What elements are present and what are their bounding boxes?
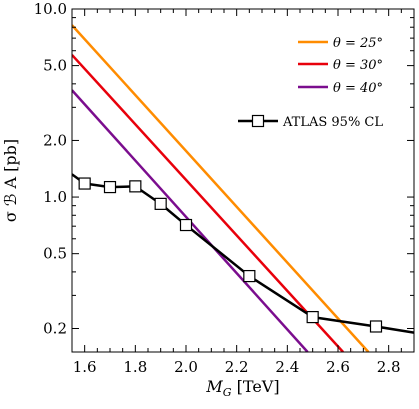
ticks-layer: 1.6 1.8 2.0 2.2 2.4 2.6 2.8 0.2 0.5 1.0 2.0 5.0 10.0 <box>34 0 415 376</box>
data-point-marker <box>306 310 319 324</box>
legend-label: θ = 40° <box>333 81 383 96</box>
y-tick-label: 10.0 <box>34 0 67 18</box>
y-axis-title: σ ℬ A [pb] <box>1 139 20 222</box>
x-tick-label: 2.0 <box>174 358 198 376</box>
x-axis-title-sub: G <box>223 386 232 399</box>
data-point-marker <box>369 320 383 333</box>
legend-swatch-marker <box>251 114 265 128</box>
legend: θ = 25° θ = 30° θ = 40° ATLAS 95% CL <box>238 36 383 130</box>
legend-label: θ = 25° <box>333 36 383 51</box>
data-point-marker <box>243 269 256 283</box>
data-point-marker <box>78 177 91 190</box>
x-tick-label: 2.8 <box>377 358 401 376</box>
data-point-marker <box>129 180 142 193</box>
x-axis-title-unit: [TeV] <box>232 377 280 396</box>
x-tick-label: 1.6 <box>73 358 97 376</box>
marker-layer <box>78 177 383 333</box>
series-layer <box>72 24 414 352</box>
x-tick-label: 1.8 <box>123 358 147 376</box>
y-tick-label: 1.0 <box>43 188 67 206</box>
series-line <box>72 54 344 352</box>
data-point-marker <box>103 180 117 194</box>
x-tick-label: 2.4 <box>275 358 299 376</box>
legend-label: θ = 30° <box>333 58 383 73</box>
y-tick-label: 2.0 <box>43 131 67 149</box>
data-point-marker <box>179 218 193 232</box>
series-line <box>72 173 414 334</box>
legend-label: ATLAS 95% CL <box>282 115 383 130</box>
y-tick-label: 0.5 <box>43 245 67 263</box>
x-axis-title-main: M <box>205 377 223 396</box>
y-tick-label: 5.0 <box>43 57 67 75</box>
x-axis-title: MG [TeV] <box>205 377 279 399</box>
x-tick-label: 2.2 <box>225 358 249 376</box>
data-point-marker <box>154 197 167 210</box>
plot-frame <box>71 8 415 353</box>
y-tick-label: 0.2 <box>43 320 67 338</box>
series-line <box>72 24 370 352</box>
x-tick-label: 2.6 <box>326 358 350 376</box>
